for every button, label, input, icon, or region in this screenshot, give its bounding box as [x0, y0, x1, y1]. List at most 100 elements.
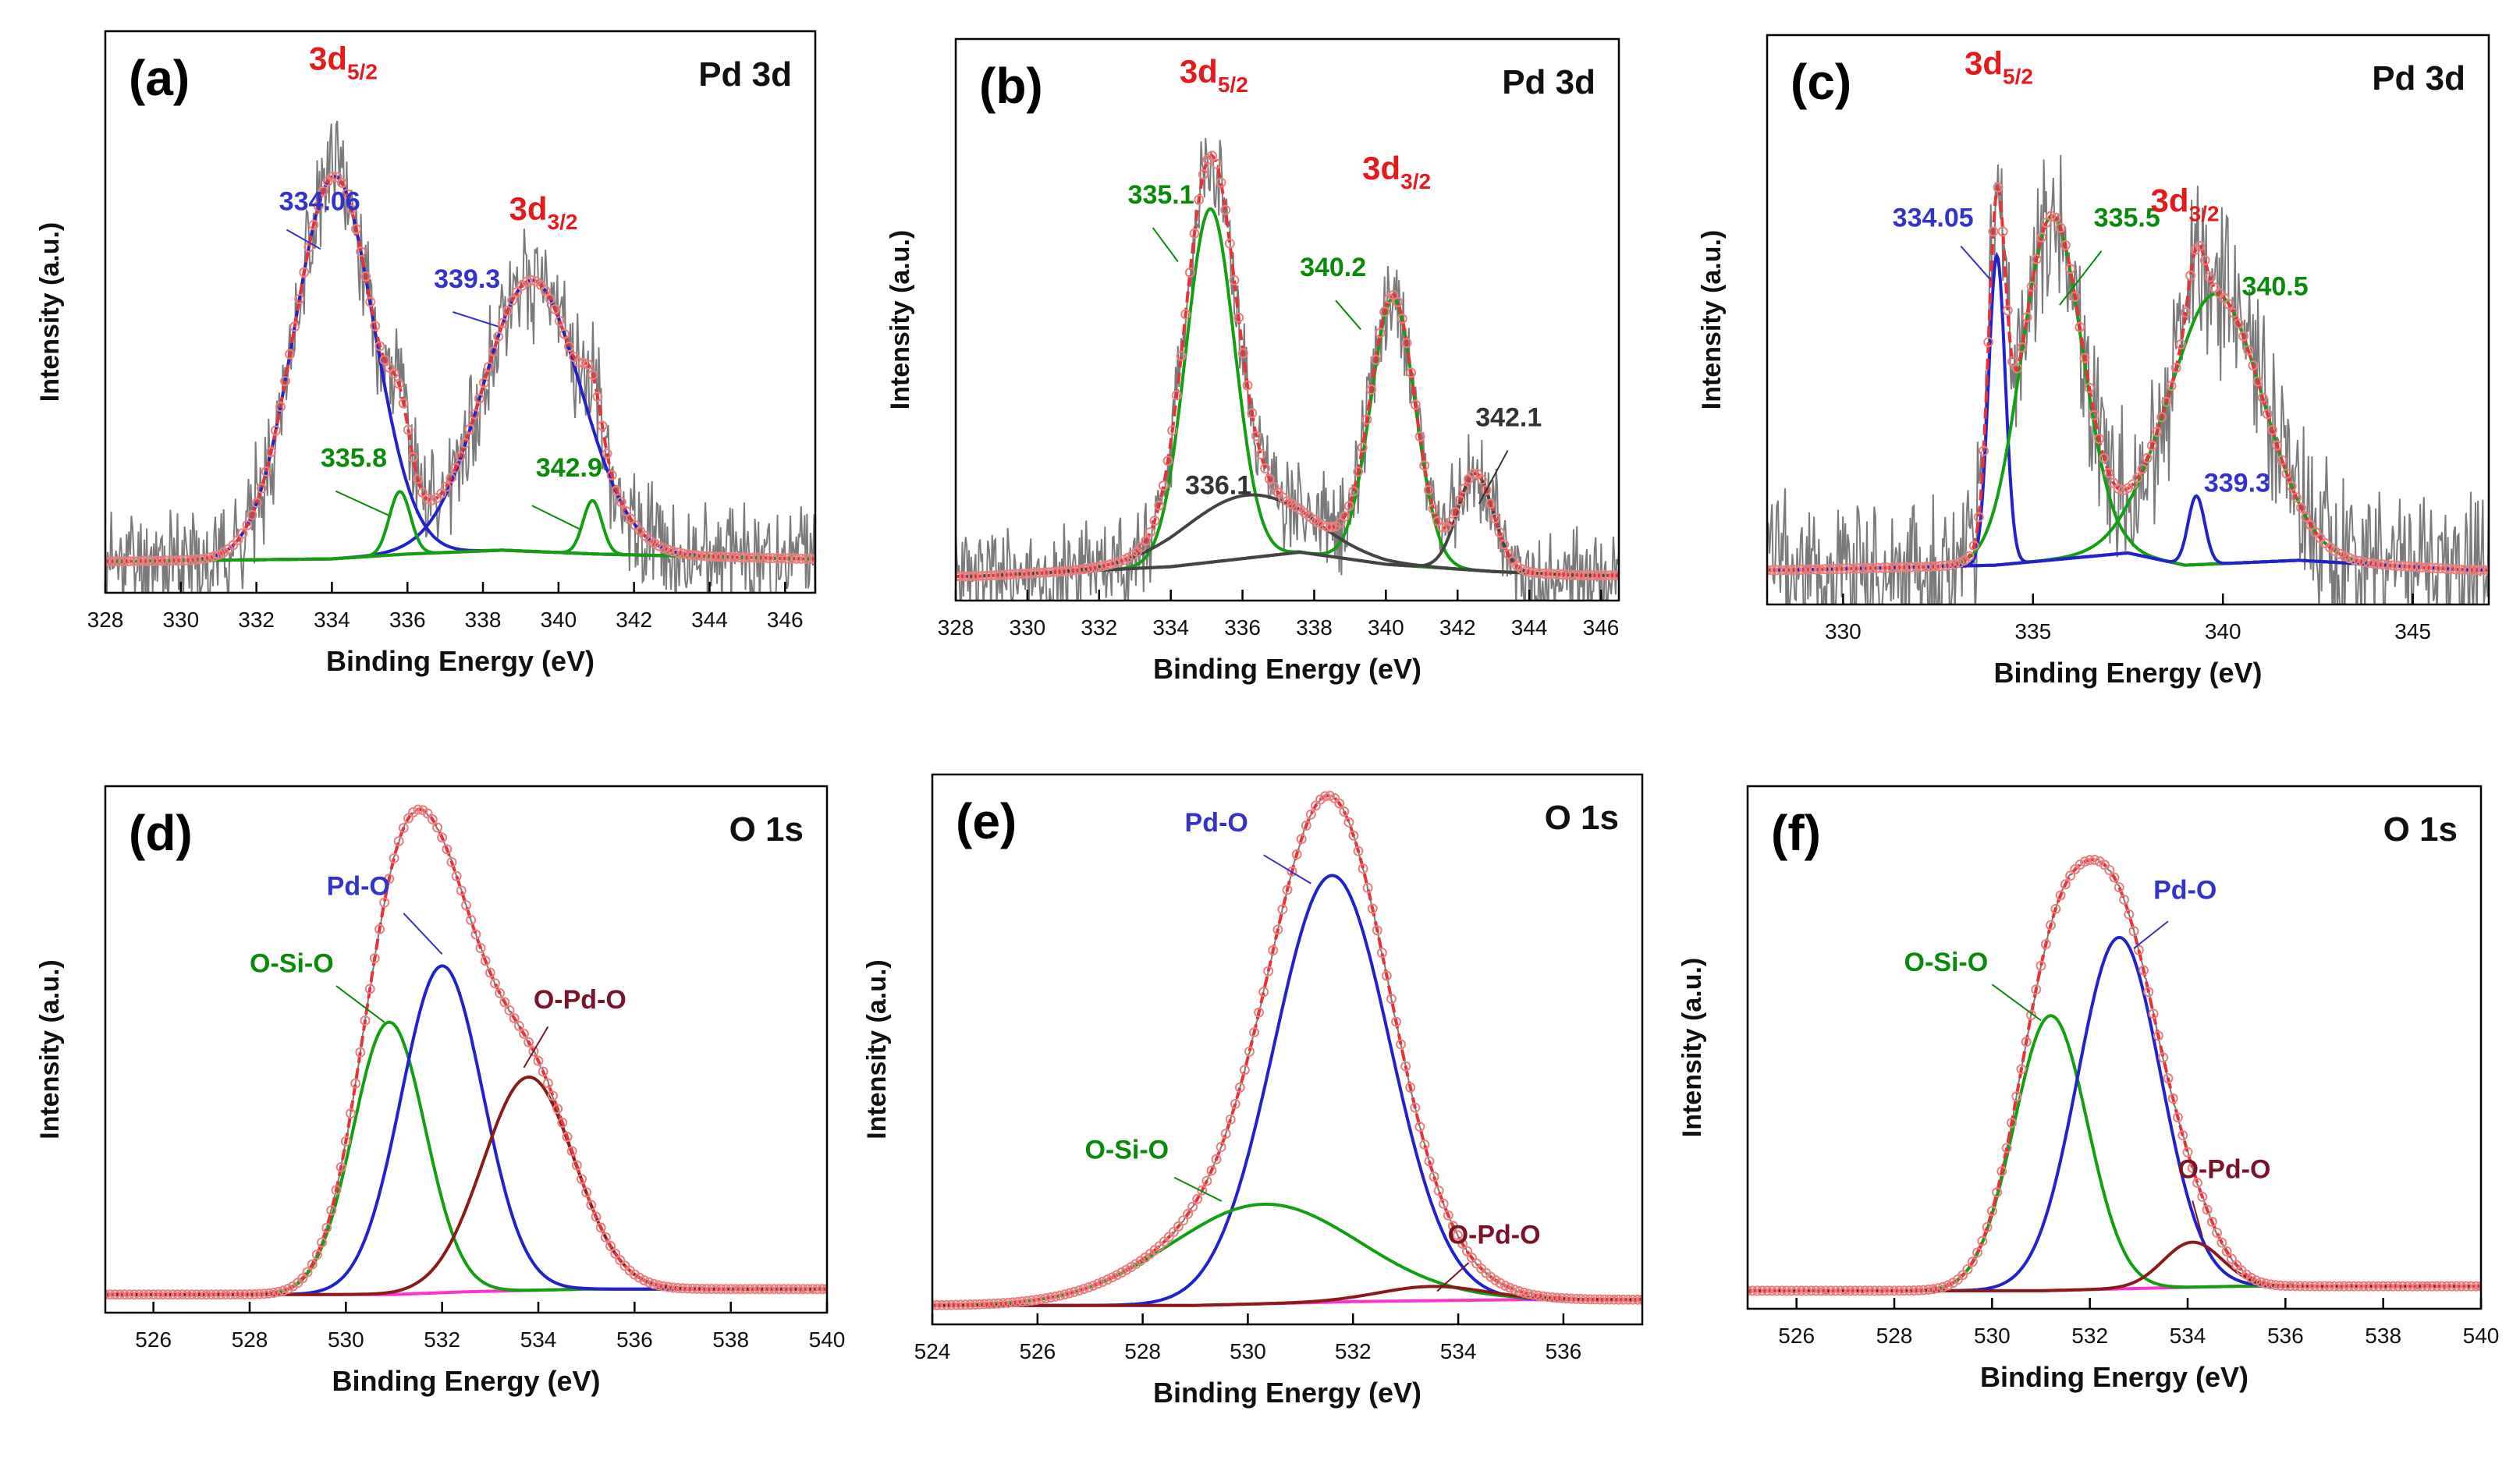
envelope-marker: [259, 1288, 269, 1299]
envelope-marker: [2001, 1143, 2012, 1154]
envelope-marker: [1320, 791, 1331, 802]
envelope-marker: [2262, 409, 2273, 420]
envelope-marker: [1247, 408, 1258, 419]
envelope-marker: [360, 271, 371, 282]
panel-title: Pd 3d: [1502, 63, 1595, 101]
envelope-marker: [2426, 562, 2437, 573]
x-axis-label: Binding Energy (eV): [1993, 657, 2262, 689]
envelope-marker: [282, 1283, 293, 1294]
component-peak-335.1: [956, 207, 1619, 578]
envelope-marker: [2412, 1281, 2423, 1292]
envelope-marker: [773, 1284, 784, 1295]
annotation-leader: [1263, 854, 1311, 884]
envelope-marker: [552, 1104, 563, 1115]
envelope-marker: [2334, 548, 2345, 559]
envelope-marker: [1180, 309, 1191, 320]
envelope-marker: [297, 1273, 308, 1284]
x-tick-label: 534: [2170, 1324, 2206, 1348]
x-tick-label: 344: [691, 608, 728, 632]
envelope-marker: [1901, 562, 1912, 572]
x-axis-label: Binding Energy (eV): [1980, 1361, 2248, 1393]
envelope-marker: [744, 1284, 755, 1295]
envelope-marker: [2483, 565, 2489, 576]
envelope-marker: [389, 368, 399, 379]
envelope-marker: [2031, 253, 2042, 264]
envelope-marker: [941, 1299, 952, 1310]
envelope-marker: [1561, 1293, 1572, 1304]
envelope-marker: [2469, 565, 2479, 576]
envelope-marker: [374, 923, 385, 934]
envelope-marker: [2185, 270, 2196, 281]
envelope-marker: [2089, 409, 2099, 420]
envelope-marker: [502, 306, 513, 317]
envelope-fit: [956, 154, 1619, 578]
envelope-marker: [1869, 1285, 1880, 1296]
envelope-marker: [687, 1283, 697, 1294]
envelope-marker: [682, 1283, 693, 1294]
envelope-marker: [2363, 558, 2374, 569]
envelope-marker: [2226, 1253, 2237, 1264]
envelope-marker: [1372, 925, 1382, 936]
envelope-marker: [2187, 1162, 2198, 1173]
envelope-marker: [2138, 965, 2149, 976]
envelope-marker: [201, 1289, 211, 1300]
annotation-leader: [1436, 1262, 1470, 1292]
x-tick-label: 334: [314, 608, 350, 632]
envelope-marker: [2324, 1281, 2335, 1292]
envelope-marker: [2291, 492, 2302, 503]
envelope-marker: [2079, 353, 2090, 363]
envelope-marker: [1762, 1285, 1773, 1296]
envelope-marker: [1585, 1294, 1595, 1305]
envelope-marker: [2426, 1281, 2437, 1292]
envelope-marker: [559, 328, 570, 339]
envelope-marker: [432, 822, 442, 833]
y-axis-label: Intensity (a.u.): [1677, 958, 1707, 1137]
envelope-marker: [384, 874, 395, 884]
envelope-marker: [451, 870, 462, 881]
envelope-marker: [1613, 570, 1619, 581]
envelope-markers: [1748, 855, 2481, 1296]
envelope-marker: [311, 1249, 322, 1260]
envelope-markers: [932, 790, 1642, 1310]
envelope-marker: [321, 1222, 332, 1233]
envelope-marker: [215, 1289, 226, 1300]
envelope-marker: [480, 955, 491, 966]
envelope-marker: [1844, 563, 1855, 574]
plot-area: [932, 790, 1642, 1310]
envelope-marker: [711, 551, 722, 562]
envelope-marker: [2401, 561, 2412, 572]
envelope-marker: [1386, 994, 1397, 1005]
envelope-marker: [611, 485, 622, 496]
envelope-marker: [2387, 560, 2398, 571]
envelope-marker: [1198, 169, 1209, 180]
envelope-marker: [1962, 1264, 1973, 1274]
envelope-marker: [1194, 194, 1205, 205]
envelope-marker: [393, 378, 404, 389]
envelope-marker: [1499, 539, 1510, 550]
envelope-marker: [750, 1284, 760, 1295]
envelope-marker: [2256, 1277, 2266, 1288]
envelope-marker: [721, 1284, 731, 1295]
envelope-marker: [1609, 1294, 1620, 1305]
envelope-marker: [1343, 817, 1354, 828]
envelope-markers: [105, 171, 815, 567]
x-tick-label: 538: [712, 1327, 749, 1352]
envelope-marker: [2406, 562, 2417, 572]
annotation-leader: [1478, 450, 1509, 505]
component-peak-340.2: [956, 296, 1619, 578]
envelope-marker: [1230, 1098, 1240, 1109]
envelope-marker: [427, 814, 438, 825]
envelope-marker: [1850, 1285, 1861, 1296]
envelope-marker: [1839, 563, 1850, 574]
envelope-marker: [220, 1289, 231, 1300]
envelope-marker: [1251, 431, 1262, 441]
envelope-marker: [370, 321, 381, 331]
x-tick-label: 532: [424, 1327, 460, 1352]
panel-title: Pd 3d: [2372, 59, 2465, 97]
envelope-marker: [2181, 307, 2191, 317]
envelope-marker: [2280, 1281, 2291, 1292]
envelope-marker: [1325, 790, 1336, 801]
envelope-marker: [109, 556, 120, 567]
envelope-marker: [533, 1055, 544, 1066]
envelope-marker: [2128, 926, 2139, 937]
